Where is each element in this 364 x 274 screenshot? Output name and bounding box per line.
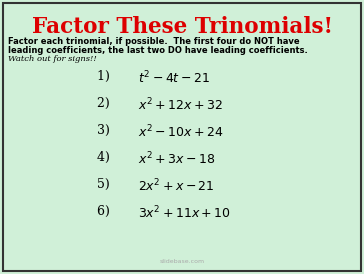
Text: $x^2 + 12x + 32$: $x^2 + 12x + 32$ <box>138 97 223 114</box>
Text: slidebase.com: slidebase.com <box>159 259 205 264</box>
Text: $x^2 + 3x - 18$: $x^2 + 3x - 18$ <box>138 151 215 168</box>
Text: Factor These Trinomials!: Factor These Trinomials! <box>32 16 332 38</box>
Text: $t^2 - 4t - 21$: $t^2 - 4t - 21$ <box>138 70 210 87</box>
Text: 1): 1) <box>97 70 118 83</box>
Text: $2x^2 + x - 21$: $2x^2 + x - 21$ <box>138 178 215 195</box>
Text: leading coefficients, the last two DO have leading coefficients.: leading coefficients, the last two DO ha… <box>8 46 308 55</box>
Text: Factor each trinomial, if possible.  The first four do NOT have: Factor each trinomial, if possible. The … <box>8 37 300 46</box>
Text: 4): 4) <box>97 151 118 164</box>
Text: 5): 5) <box>97 178 118 191</box>
Text: Watch out for signs!!: Watch out for signs!! <box>8 55 97 63</box>
Text: $3x^2 + 11x + 10$: $3x^2 + 11x + 10$ <box>138 205 231 222</box>
Text: 2): 2) <box>97 97 118 110</box>
Text: 3): 3) <box>97 124 118 137</box>
Text: $x^2 -10x + 24$: $x^2 -10x + 24$ <box>138 124 223 141</box>
FancyBboxPatch shape <box>3 3 361 271</box>
Text: 6): 6) <box>97 205 118 218</box>
